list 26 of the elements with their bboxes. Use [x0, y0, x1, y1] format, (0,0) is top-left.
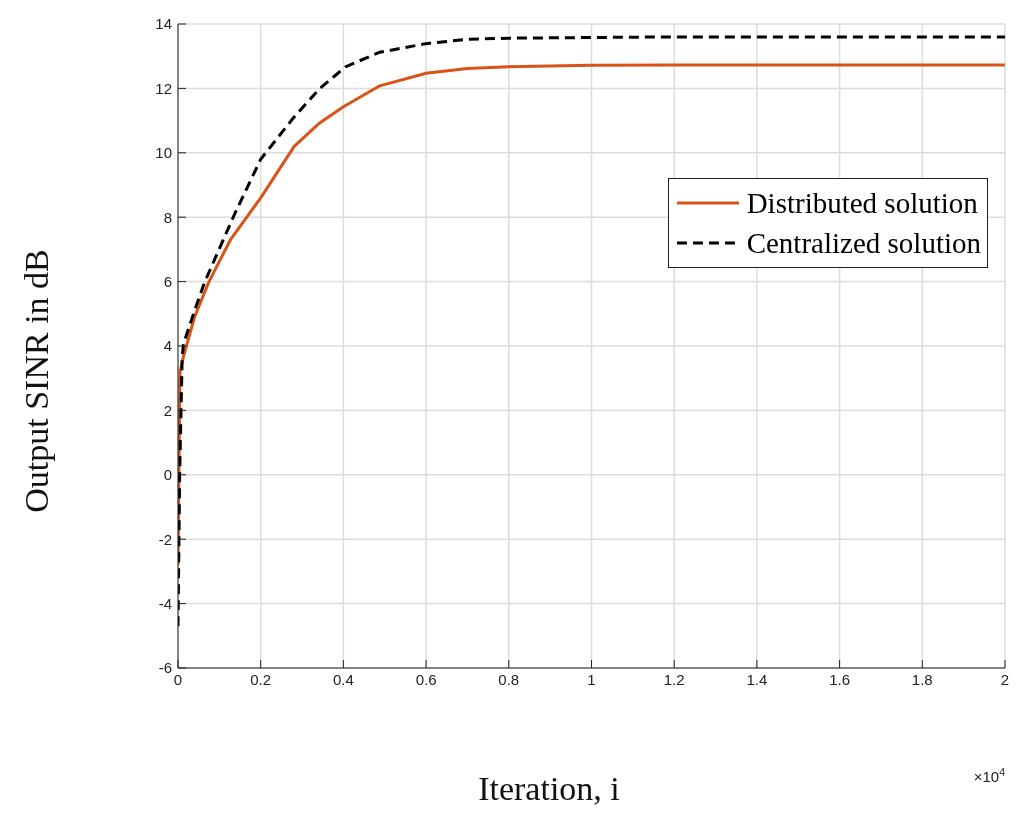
y-tick-label: 6	[163, 272, 172, 290]
y-tick-label: 2	[163, 401, 172, 419]
y-tick-label: -6	[158, 659, 172, 677]
x-tick-label: 0.4	[332, 670, 354, 688]
x-tick-label: 1.8	[911, 670, 933, 688]
x-tick-label: 0.8	[498, 670, 520, 688]
legend-label: Distributed solution	[746, 186, 978, 221]
x-tick-label: 2	[1000, 670, 1010, 688]
y-axis-title: Output SINR in dB	[18, 249, 55, 513]
legend-label: Centralized solution	[746, 226, 981, 261]
y-tick-label: 14	[155, 15, 172, 33]
y-tick-label: 0	[163, 466, 172, 484]
x-tick-label: 0.6	[415, 670, 437, 688]
y-tick-label: 10	[155, 144, 172, 162]
y-tick-label: -2	[158, 530, 172, 548]
text: ×10$^{4}$	[973, 766, 1006, 785]
x-tick-label: 0.2	[250, 670, 272, 688]
x-tick-label: 1	[587, 670, 596, 688]
y-tick-label: 12	[155, 79, 172, 97]
x-axis-title: Iteration, i	[478, 770, 620, 807]
y-tick-label: -4	[158, 594, 172, 612]
y-tick-label: 8	[163, 208, 172, 226]
x-tick-label: 1.2	[663, 670, 685, 688]
x-tick-label: 1.4	[746, 670, 768, 688]
y-tick-label: 4	[163, 337, 172, 355]
x-tick-label: 1.6	[829, 670, 851, 688]
